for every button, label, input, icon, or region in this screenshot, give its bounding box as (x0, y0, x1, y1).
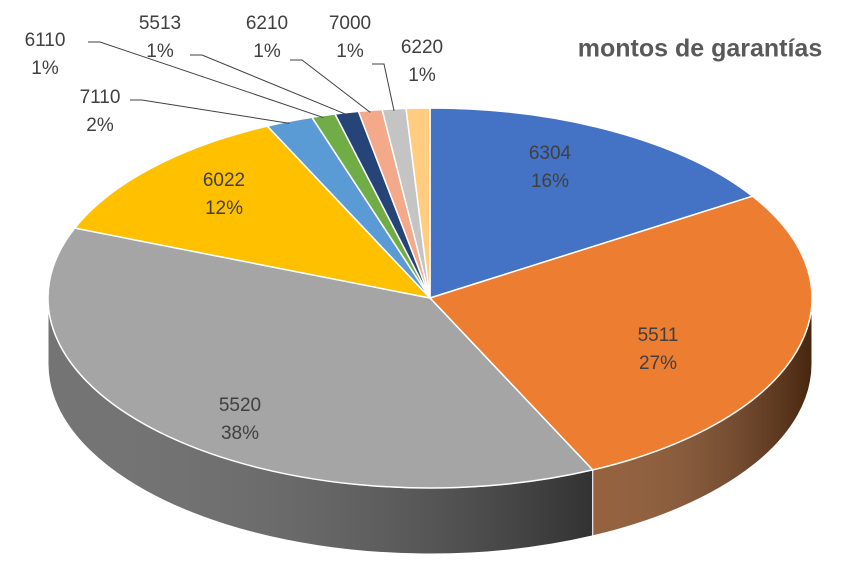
value-label: 1% (31, 58, 59, 79)
category-label: 6304 (529, 143, 572, 164)
pie-tops (47, 107, 813, 489)
value-label: 1% (146, 41, 174, 62)
leader-line (130, 99, 290, 124)
value-label: 2% (86, 115, 114, 136)
category-label: 7000 (329, 13, 371, 34)
category-label: 7110 (80, 87, 121, 108)
value-label: 12% (205, 198, 243, 219)
value-label: 1% (408, 65, 436, 86)
category-label: 5520 (219, 395, 261, 416)
leader-line (190, 54, 347, 116)
chart-title: montos de garantías (578, 35, 823, 63)
value-label: 38% (221, 423, 259, 444)
category-label: 5513 (139, 13, 181, 34)
leader-line (88, 41, 324, 119)
leader-line (290, 59, 371, 113)
slice (73, 125, 433, 300)
category-label: 6220 (401, 37, 443, 58)
category-label: 6110 (25, 30, 66, 51)
value-label: 27% (639, 353, 677, 374)
slice (47, 227, 595, 489)
slice (405, 107, 431, 299)
slice (428, 195, 813, 471)
leader-line (372, 63, 395, 111)
category-label: 6022 (203, 170, 245, 191)
category-label: 5511 (638, 325, 679, 346)
value-label: 16% (531, 171, 569, 192)
labels: 6304 16% 5511 27% 5520 38% 6022 12% 7110 2% 6110 1%… (25, 13, 679, 444)
value-label: 1% (253, 41, 281, 62)
value-label: 1% (336, 41, 364, 62)
category-label: 6210 (246, 13, 288, 34)
slice (429, 107, 755, 300)
